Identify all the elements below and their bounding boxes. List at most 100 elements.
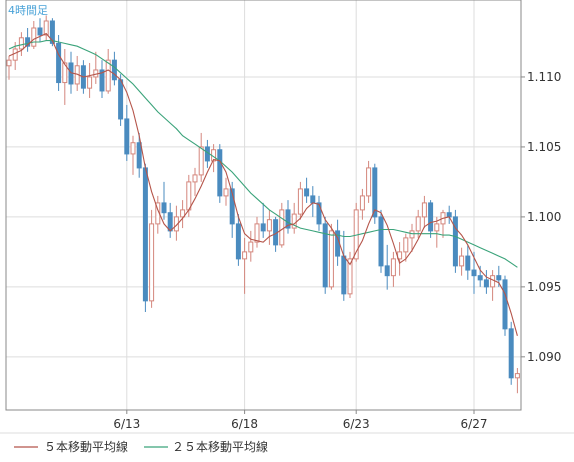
candle-up [43, 15, 49, 41]
candle-up [254, 216, 260, 248]
candle-body [105, 59, 111, 92]
candle-body [459, 255, 465, 267]
candle-body [43, 20, 49, 36]
candle-body [180, 209, 186, 218]
candle-body [384, 265, 390, 277]
candle-body [378, 216, 384, 267]
candle-body [136, 142, 142, 169]
candle-body [483, 279, 489, 288]
candle-up [149, 209, 155, 308]
candle-down [428, 200, 434, 238]
candle-body [279, 209, 285, 246]
candles-group [6, 15, 520, 394]
candle-down [285, 200, 291, 234]
legend-ma5-label: ５本移動平均線 [44, 439, 128, 454]
candle-down [304, 177, 310, 203]
candle-down [136, 132, 142, 178]
ma5-line [8, 32, 518, 336]
candle-body [37, 27, 43, 36]
candle-body [434, 223, 440, 232]
candle-up [266, 209, 272, 245]
candle-body [99, 69, 105, 92]
candle-body [6, 59, 12, 67]
candle-up [223, 177, 229, 206]
candle-up [390, 251, 396, 287]
candle-body [428, 202, 434, 232]
x-axis-ticks: 6/13 6/18 6/23 6/27 [113, 410, 487, 431]
candle-body [248, 241, 254, 253]
y-tick-label: 1.100 [527, 210, 561, 224]
candle-down [111, 51, 117, 86]
candle-body [111, 59, 117, 81]
candle-body [12, 48, 18, 61]
candle-body [173, 216, 179, 232]
candle-down [49, 18, 55, 47]
candle-body [149, 223, 155, 302]
candle-body [192, 174, 198, 183]
candle-body [409, 230, 415, 239]
candle-up [366, 160, 372, 203]
candle-up [514, 368, 520, 394]
candle-body [242, 251, 248, 260]
candle-down [142, 163, 148, 313]
candle-body [359, 195, 365, 211]
candle-body [514, 373, 520, 379]
grid-lines [6, 0, 521, 410]
candle-body [223, 188, 229, 197]
candle-up [87, 62, 93, 98]
ma25-line [8, 40, 518, 268]
candle-body [415, 216, 421, 232]
candle-up [248, 230, 254, 262]
candle-up [6, 55, 12, 80]
candle-down [316, 195, 322, 231]
x-tick-label: 6/18 [231, 417, 258, 431]
candle-body [186, 181, 192, 211]
candle-body [266, 219, 272, 232]
candle-body [372, 167, 378, 218]
candle-body [477, 275, 483, 281]
candle-body [496, 275, 502, 281]
candle-up [359, 188, 365, 220]
candle-up [403, 233, 409, 262]
candle-body [118, 79, 124, 120]
candle-body [130, 142, 136, 155]
candle-up [62, 48, 68, 105]
candle-body [167, 212, 173, 232]
candle-body [471, 269, 477, 277]
candle-body [452, 216, 458, 267]
candle-body [124, 118, 130, 155]
candle-body [490, 275, 496, 288]
candle-body [446, 212, 452, 218]
candle-down [502, 275, 508, 336]
candle-body [254, 223, 260, 243]
candle-body [291, 213, 297, 229]
candle-up [105, 48, 111, 94]
y-tick-label: 1.095 [527, 280, 561, 294]
candle-up [130, 135, 136, 175]
candle-body [217, 149, 223, 197]
candle-body [285, 209, 291, 229]
candle-down [161, 181, 167, 220]
candle-up [347, 251, 353, 299]
candle-up [421, 195, 427, 229]
chart-title: 4時間足 [8, 4, 48, 17]
candle-body [49, 20, 55, 44]
candle-down [322, 216, 328, 294]
candle-up [173, 205, 179, 241]
candle-up [291, 202, 297, 234]
x-tick-label: 6/13 [113, 417, 140, 431]
legend: ５本移動平均線 ２５本移動平均線 [14, 439, 268, 454]
candle-body [62, 62, 68, 84]
candle-down [378, 209, 384, 273]
candle-body [235, 223, 241, 260]
candle-body [260, 223, 266, 232]
candle-down [452, 209, 458, 273]
candle-body [465, 255, 471, 271]
candle-up [180, 200, 186, 229]
candle-body [508, 328, 514, 379]
candle-down [37, 18, 43, 42]
candle-up [279, 202, 285, 248]
candle-body [347, 258, 353, 295]
